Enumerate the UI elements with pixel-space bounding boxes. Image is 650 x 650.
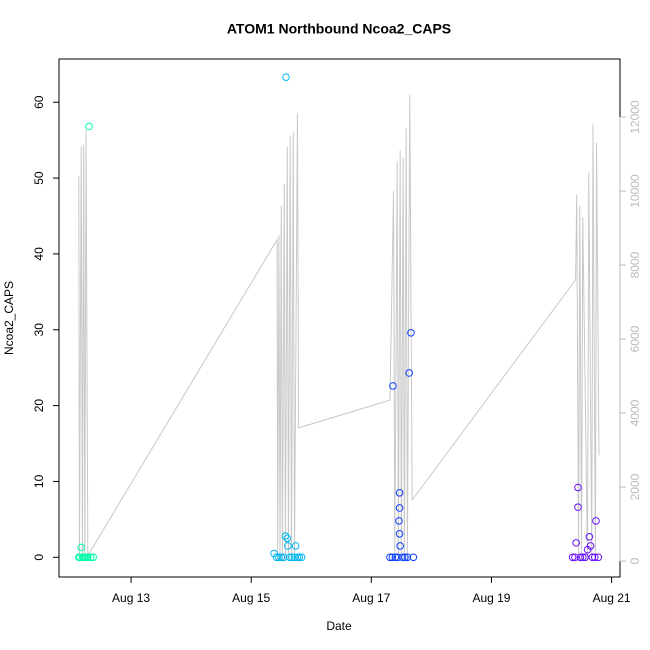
point bbox=[588, 553, 597, 562]
point bbox=[297, 553, 306, 562]
point bbox=[291, 542, 300, 550]
y2-tick-label: 2000 bbox=[628, 473, 642, 500]
point bbox=[391, 553, 400, 562]
point bbox=[395, 504, 404, 512]
y-tick-label: 10 bbox=[32, 474, 46, 488]
y-tick-label: 60 bbox=[32, 95, 46, 109]
point bbox=[89, 553, 98, 562]
y2-tick-label: 6000 bbox=[628, 325, 642, 352]
point bbox=[398, 553, 407, 562]
point bbox=[578, 553, 587, 562]
point bbox=[87, 553, 95, 562]
point bbox=[395, 489, 404, 497]
point bbox=[272, 553, 281, 562]
point bbox=[396, 542, 404, 550]
point bbox=[574, 503, 582, 512]
y-tick-label: 0 bbox=[32, 554, 46, 561]
y2-tick-label: 8000 bbox=[628, 251, 642, 278]
point bbox=[288, 553, 296, 562]
point bbox=[395, 517, 403, 525]
point bbox=[389, 382, 397, 390]
point bbox=[285, 553, 294, 562]
line-series bbox=[78, 94, 600, 562]
y2-tick-label: 4000 bbox=[628, 399, 642, 426]
point bbox=[85, 122, 93, 131]
point bbox=[407, 328, 415, 337]
y2-tick-label: 12000 bbox=[628, 100, 642, 134]
point bbox=[405, 369, 413, 377]
point bbox=[295, 553, 304, 562]
point bbox=[592, 517, 600, 525]
x-axis-label: Date bbox=[326, 619, 352, 633]
point bbox=[590, 553, 599, 562]
point bbox=[77, 543, 86, 552]
y2-tick-label: 10000 bbox=[628, 174, 642, 208]
point bbox=[281, 532, 290, 540]
point bbox=[270, 549, 278, 558]
point bbox=[283, 534, 292, 543]
point bbox=[277, 553, 286, 562]
point bbox=[581, 553, 589, 562]
point bbox=[572, 539, 580, 547]
y-tick-label: 30 bbox=[32, 323, 46, 337]
point bbox=[282, 73, 290, 82]
x-tick-label: Aug 19 bbox=[472, 591, 510, 605]
x-tick-label: Aug 13 bbox=[112, 591, 150, 605]
point bbox=[388, 553, 397, 562]
x-tick-label: Aug 15 bbox=[232, 591, 270, 605]
point bbox=[585, 533, 594, 541]
point bbox=[275, 553, 283, 562]
point bbox=[401, 553, 409, 562]
point bbox=[290, 553, 299, 562]
y2-tick-label: 0 bbox=[628, 557, 642, 564]
point bbox=[393, 553, 402, 562]
y-tick-label: 50 bbox=[32, 171, 46, 185]
x-tick-label: Aug 17 bbox=[352, 591, 390, 605]
point bbox=[284, 542, 292, 550]
point bbox=[568, 553, 577, 562]
point bbox=[84, 553, 92, 562]
y-tick-label: 20 bbox=[32, 399, 46, 413]
point bbox=[403, 553, 412, 562]
point bbox=[576, 553, 585, 562]
point bbox=[409, 553, 418, 562]
point bbox=[586, 542, 595, 550]
point bbox=[76, 553, 84, 562]
point bbox=[594, 553, 603, 562]
x-tick-label: Aug 21 bbox=[593, 591, 631, 605]
y-tick-label: 40 bbox=[32, 247, 46, 261]
chart-title: ATOM1 Northbound Ncoa2_CAPS bbox=[227, 21, 451, 37]
point bbox=[574, 483, 582, 492]
point bbox=[395, 529, 404, 538]
point bbox=[279, 553, 288, 562]
point bbox=[571, 553, 579, 562]
y-axis-label: Ncoa2_CAPS bbox=[2, 281, 16, 355]
point bbox=[386, 553, 394, 562]
